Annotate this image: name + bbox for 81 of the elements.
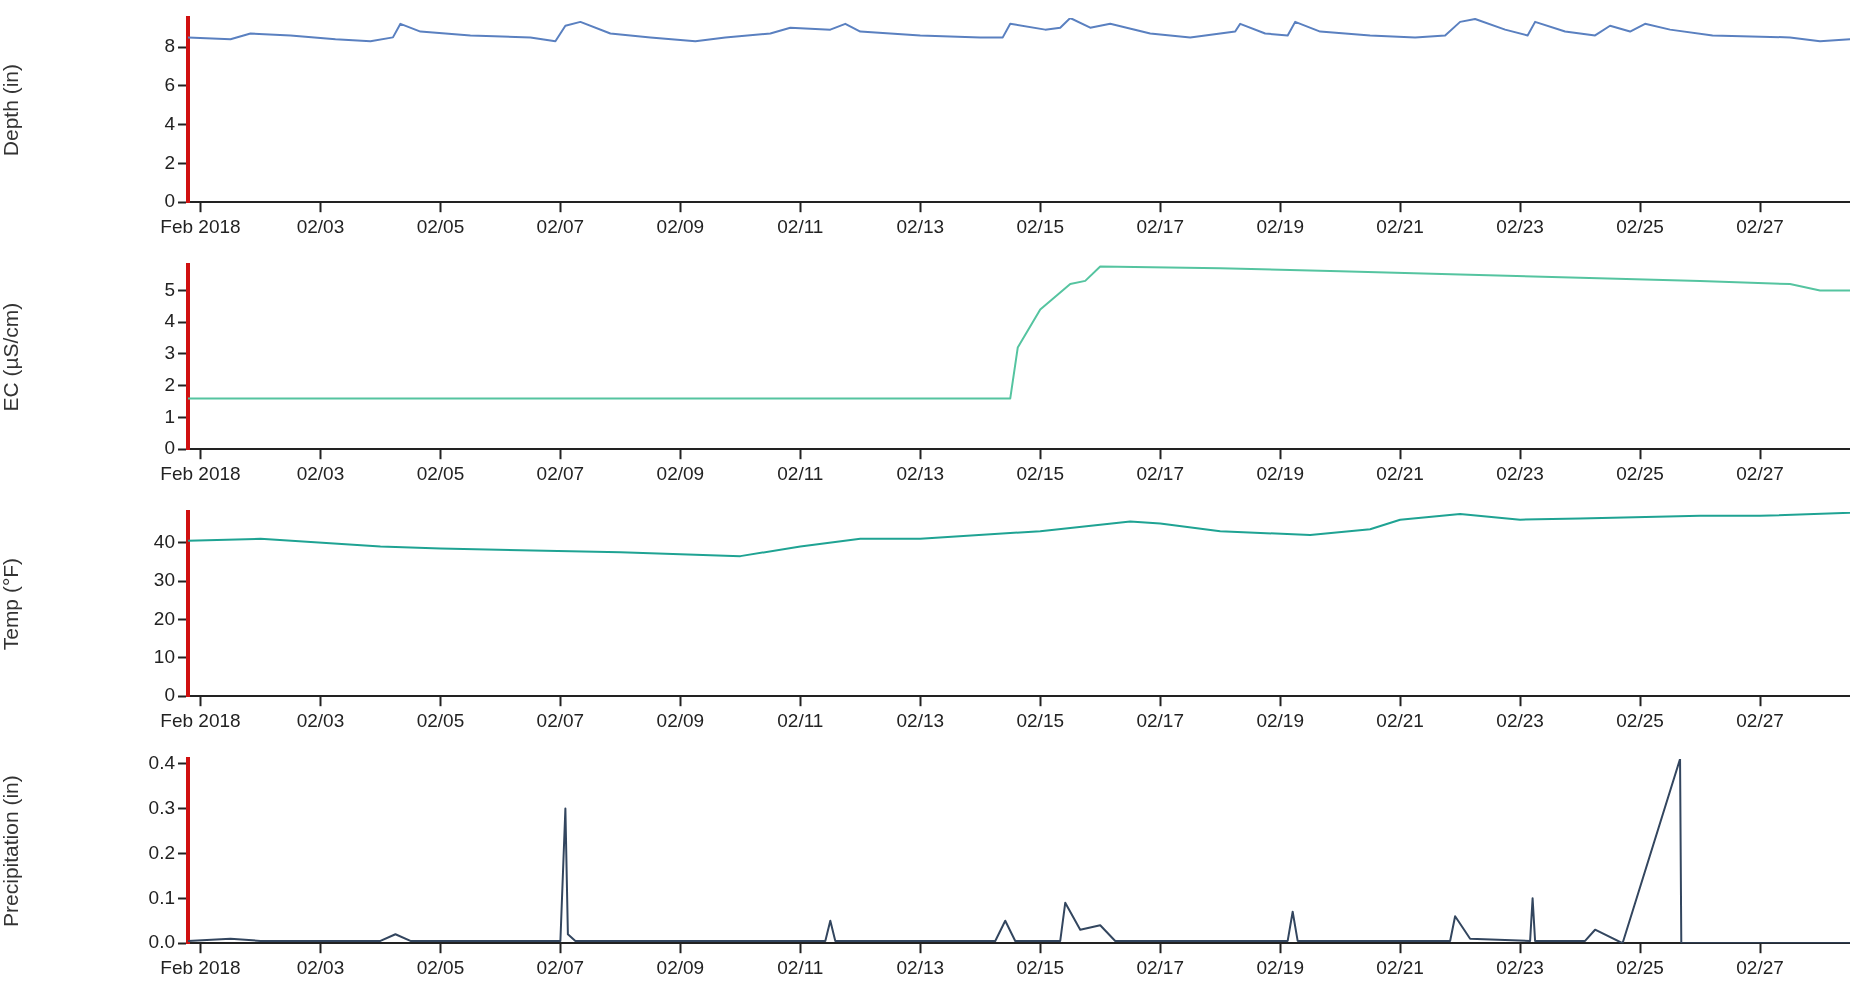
y-tick-label: 20 [153,607,175,629]
x-tick-label: 02/27 [1736,462,1784,484]
x-tick-label: 02/23 [1496,956,1544,978]
x-tick-label: 02/15 [1016,956,1065,978]
x-tick-label: 02/15 [1016,709,1065,731]
x-tick-label: 02/09 [656,215,705,237]
y-tick-label: 0.1 [148,886,175,908]
y-tick-label: 30 [153,569,175,591]
x-tick-label: 02/09 [656,709,705,731]
x-tick-label: Feb 2018 [160,709,241,731]
x-tick-label: Feb 2018 [160,462,241,484]
y-tick-label: 3 [164,342,175,364]
x-tick-label: 02/23 [1496,709,1544,731]
x-tick-label: Feb 2018 [160,215,241,237]
x-tick-label: 02/23 [1496,215,1544,237]
x-tick-label: 02/25 [1616,215,1664,237]
y-tick-label: 40 [153,530,175,552]
y-tick-label: 0.2 [148,841,175,863]
x-tick-label: 02/03 [296,956,345,978]
y-tick-label: 5 [164,278,175,300]
x-tick-label: 02/07 [536,215,585,237]
x-tick-label: 02/17 [1136,709,1184,731]
y-tick-label: 8 [164,35,175,57]
x-tick-label: 02/13 [896,709,945,731]
x-tick-label: 02/17 [1136,956,1184,978]
y-tick-label: 0.3 [148,796,175,818]
x-tick-label: 02/19 [1256,462,1304,484]
y-axis-title: EC (µS/cm) [0,302,23,412]
x-tick-label: 02/07 [536,956,585,978]
y-tick-label: 2 [164,151,175,173]
y-tick-label: 1 [164,405,175,427]
y-axis-title: Temp (°F) [0,557,23,651]
x-tick-label: 02/21 [1376,215,1424,237]
x-tick-label: 02/05 [416,709,465,731]
x-tick-label: 02/11 [777,215,824,237]
x-tick-label: 02/17 [1136,215,1184,237]
x-tick-label: 02/09 [656,462,705,484]
x-tick-label: 02/17 [1136,462,1184,484]
x-tick-label: 02/25 [1616,956,1664,978]
x-tick-label: 02/07 [536,709,585,731]
x-tick-label: 02/19 [1256,709,1304,731]
x-tick-label: 02/19 [1256,956,1304,978]
x-tick-label: 02/23 [1496,462,1544,484]
x-tick-label: 02/05 [416,956,465,978]
x-tick-label: 02/27 [1736,709,1784,731]
x-tick-label: 02/07 [536,462,585,484]
x-tick-label: 02/09 [656,956,705,978]
y-tick-label: 10 [153,646,175,668]
y-tick-label: 6 [164,74,175,96]
y-tick-label: 0 [164,190,175,212]
y-tick-label: 0 [164,684,175,706]
y-tick-label: 4 [164,310,176,332]
y-tick-label: 4 [164,112,176,134]
x-tick-label: 02/13 [896,956,945,978]
x-tick-label: 02/15 [1016,462,1065,484]
y-axis-title: Precipitation (in) [0,775,23,927]
x-tick-label: 02/25 [1616,709,1664,731]
x-tick-label: 02/11 [777,709,824,731]
y-tick-label: 0.0 [148,931,175,953]
y-axis-title: Depth (in) [0,64,23,157]
x-tick-label: 02/11 [777,462,824,484]
x-tick-label: 02/03 [296,462,345,484]
y-tick-label: 0.4 [148,751,176,773]
y-tick-label: 0 [164,437,175,459]
x-tick-label: 02/03 [296,709,345,731]
x-tick-label: 02/21 [1376,709,1424,731]
x-tick-label: 02/21 [1376,956,1424,978]
x-tick-label: 02/11 [777,956,824,978]
x-tick-label: 02/27 [1736,215,1784,237]
x-tick-label: Feb 2018 [160,956,241,978]
x-tick-label: 02/19 [1256,215,1304,237]
x-tick-label: 02/03 [296,215,345,237]
x-tick-label: 02/13 [896,462,945,484]
x-tick-label: 02/05 [416,215,465,237]
x-tick-label: 02/13 [896,215,945,237]
x-tick-label: 02/15 [1016,215,1065,237]
x-tick-label: 02/05 [416,462,465,484]
x-tick-label: 02/25 [1616,462,1664,484]
x-tick-label: 02/21 [1376,462,1424,484]
x-tick-label: 02/27 [1736,956,1784,978]
y-tick-label: 2 [164,373,175,395]
